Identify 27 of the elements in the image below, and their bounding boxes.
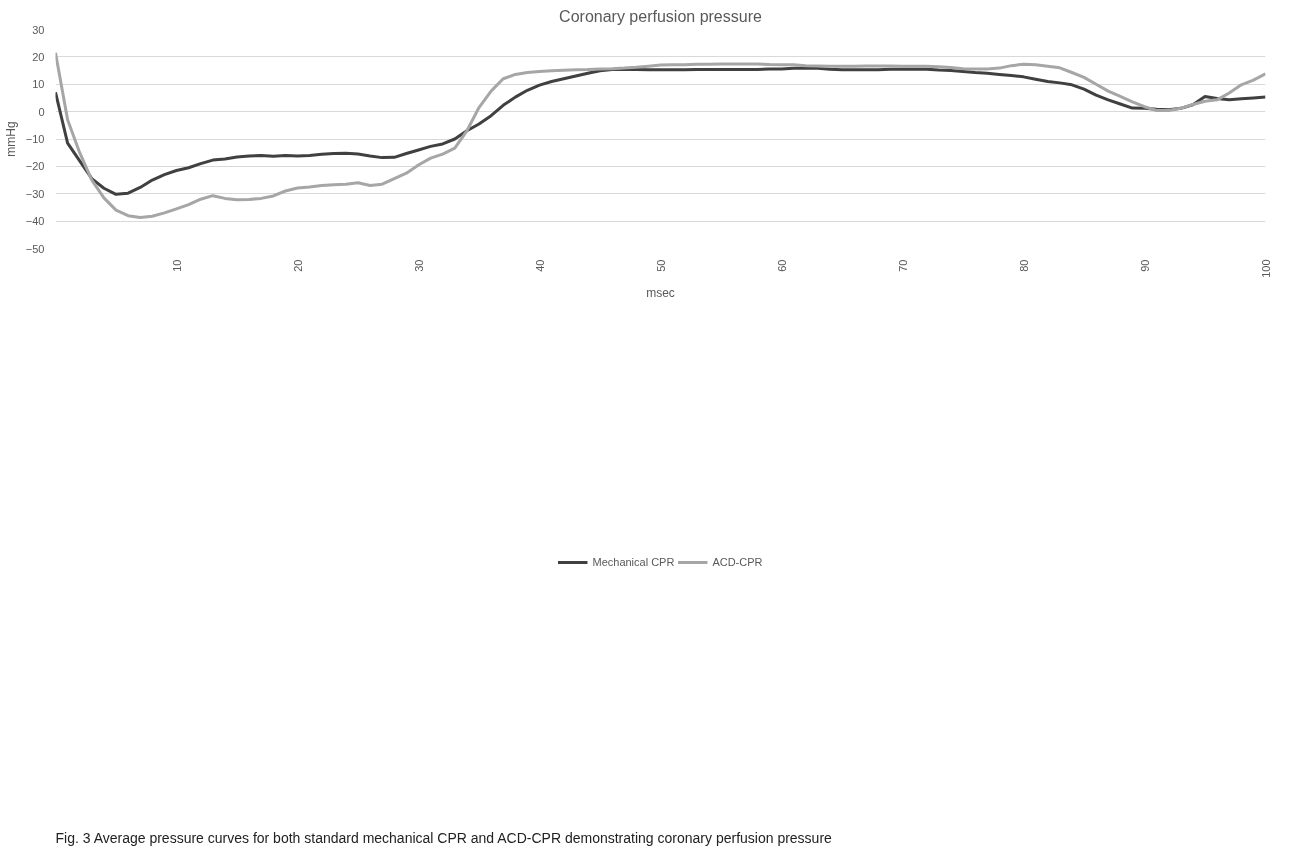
legend-label: ACD-CPR <box>712 555 763 568</box>
line-series <box>55 51 1266 220</box>
x-tick-label: 60 <box>775 259 788 272</box>
caption: Fig. 3 Average pressure curves for both standard mechanical CPR and ACD-CPR demonstrating coronary perfusion pressure <box>55 829 833 846</box>
x-tick-label: 80 <box>1017 259 1030 272</box>
x-tick-label: 50 <box>654 259 667 272</box>
y-tick-label: −50 <box>25 242 45 255</box>
y-tick-label: −40 <box>25 215 45 228</box>
x-tick-label: 40 <box>533 259 546 272</box>
x-axis-title: msec <box>646 285 675 300</box>
x-tick-label: 20 <box>291 259 304 272</box>
y-tick-label: −20 <box>25 160 45 173</box>
y-axis-title: mmHg <box>3 121 18 157</box>
line-series <box>55 66 1266 196</box>
y-tick-label: 20 <box>32 50 45 63</box>
y-tick-label: −30 <box>25 187 45 200</box>
x-tick-label: 10 <box>170 259 183 272</box>
y-tick-label: 0 <box>38 105 45 118</box>
y-tick-label: −10 <box>25 133 45 145</box>
chart-title: Coronary perfusion pressure <box>559 7 762 25</box>
y-tick-label: 10 <box>32 78 45 91</box>
x-tick-label: 30 <box>412 259 425 272</box>
x-tick-label: 90 <box>1138 259 1151 272</box>
legend-label: Mechanical CPR <box>592 555 675 568</box>
x-tick-label: 70 <box>896 259 909 272</box>
x-tick-label: 100 <box>1259 259 1272 278</box>
y-tick-label: 30 <box>32 23 45 36</box>
